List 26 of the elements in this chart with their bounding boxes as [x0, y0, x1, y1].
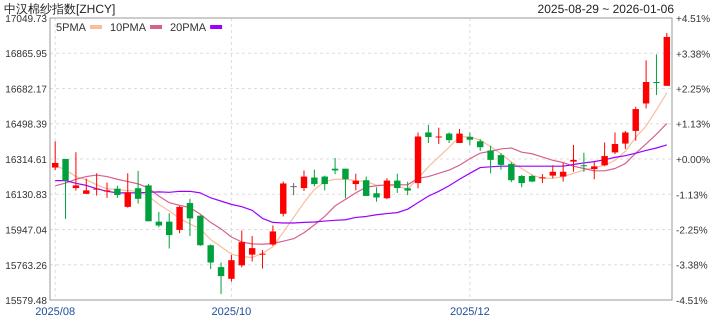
y-tick-label: 15947.04 — [5, 226, 48, 236]
y2-tick-label: +3.38% — [676, 49, 710, 60]
y2-tick-label: -4.51% — [676, 296, 708, 307]
y-tick-label: 17049.73 — [5, 14, 48, 25]
y2-tick-label: +0.00% — [676, 155, 710, 166]
y2-tick-label: +1.13% — [676, 120, 710, 131]
legend-label: 20PMA — [170, 22, 207, 34]
x-tick-label: 2025/08 — [35, 306, 76, 318]
chart-title: 中汉棉纱指数[ZHCY] — [4, 2, 116, 16]
y-tick-label: 15579.48 — [5, 296, 48, 307]
chart-subtitle: 2025-08-29 ~ 2026-01-06 — [538, 2, 674, 16]
y-tick-label: 16498.39 — [5, 120, 48, 131]
x-tick-label: 2025/10 — [212, 306, 252, 318]
y-tick-label: 16314.61 — [5, 155, 48, 166]
y-tick-label: 16130.83 — [5, 190, 48, 202]
y2-tick-label: -1.13% — [676, 190, 708, 202]
x-tick-label: 2025/12 — [450, 306, 490, 318]
legend-label: 5PMA — [56, 22, 87, 34]
y2-tick-label: +2.25% — [676, 84, 710, 96]
y2-tick-label: -3.38% — [676, 260, 708, 272]
legend-label: 10PMA — [110, 22, 147, 34]
y-tick-label: 16865.95 — [5, 49, 48, 60]
y2-tick-label: -2.25% — [676, 225, 708, 236]
y-tick-label: 15763.26 — [5, 260, 48, 272]
y2-tick-label: +4.51% — [676, 14, 710, 25]
y-tick-label: 16682.17 — [5, 84, 48, 96]
